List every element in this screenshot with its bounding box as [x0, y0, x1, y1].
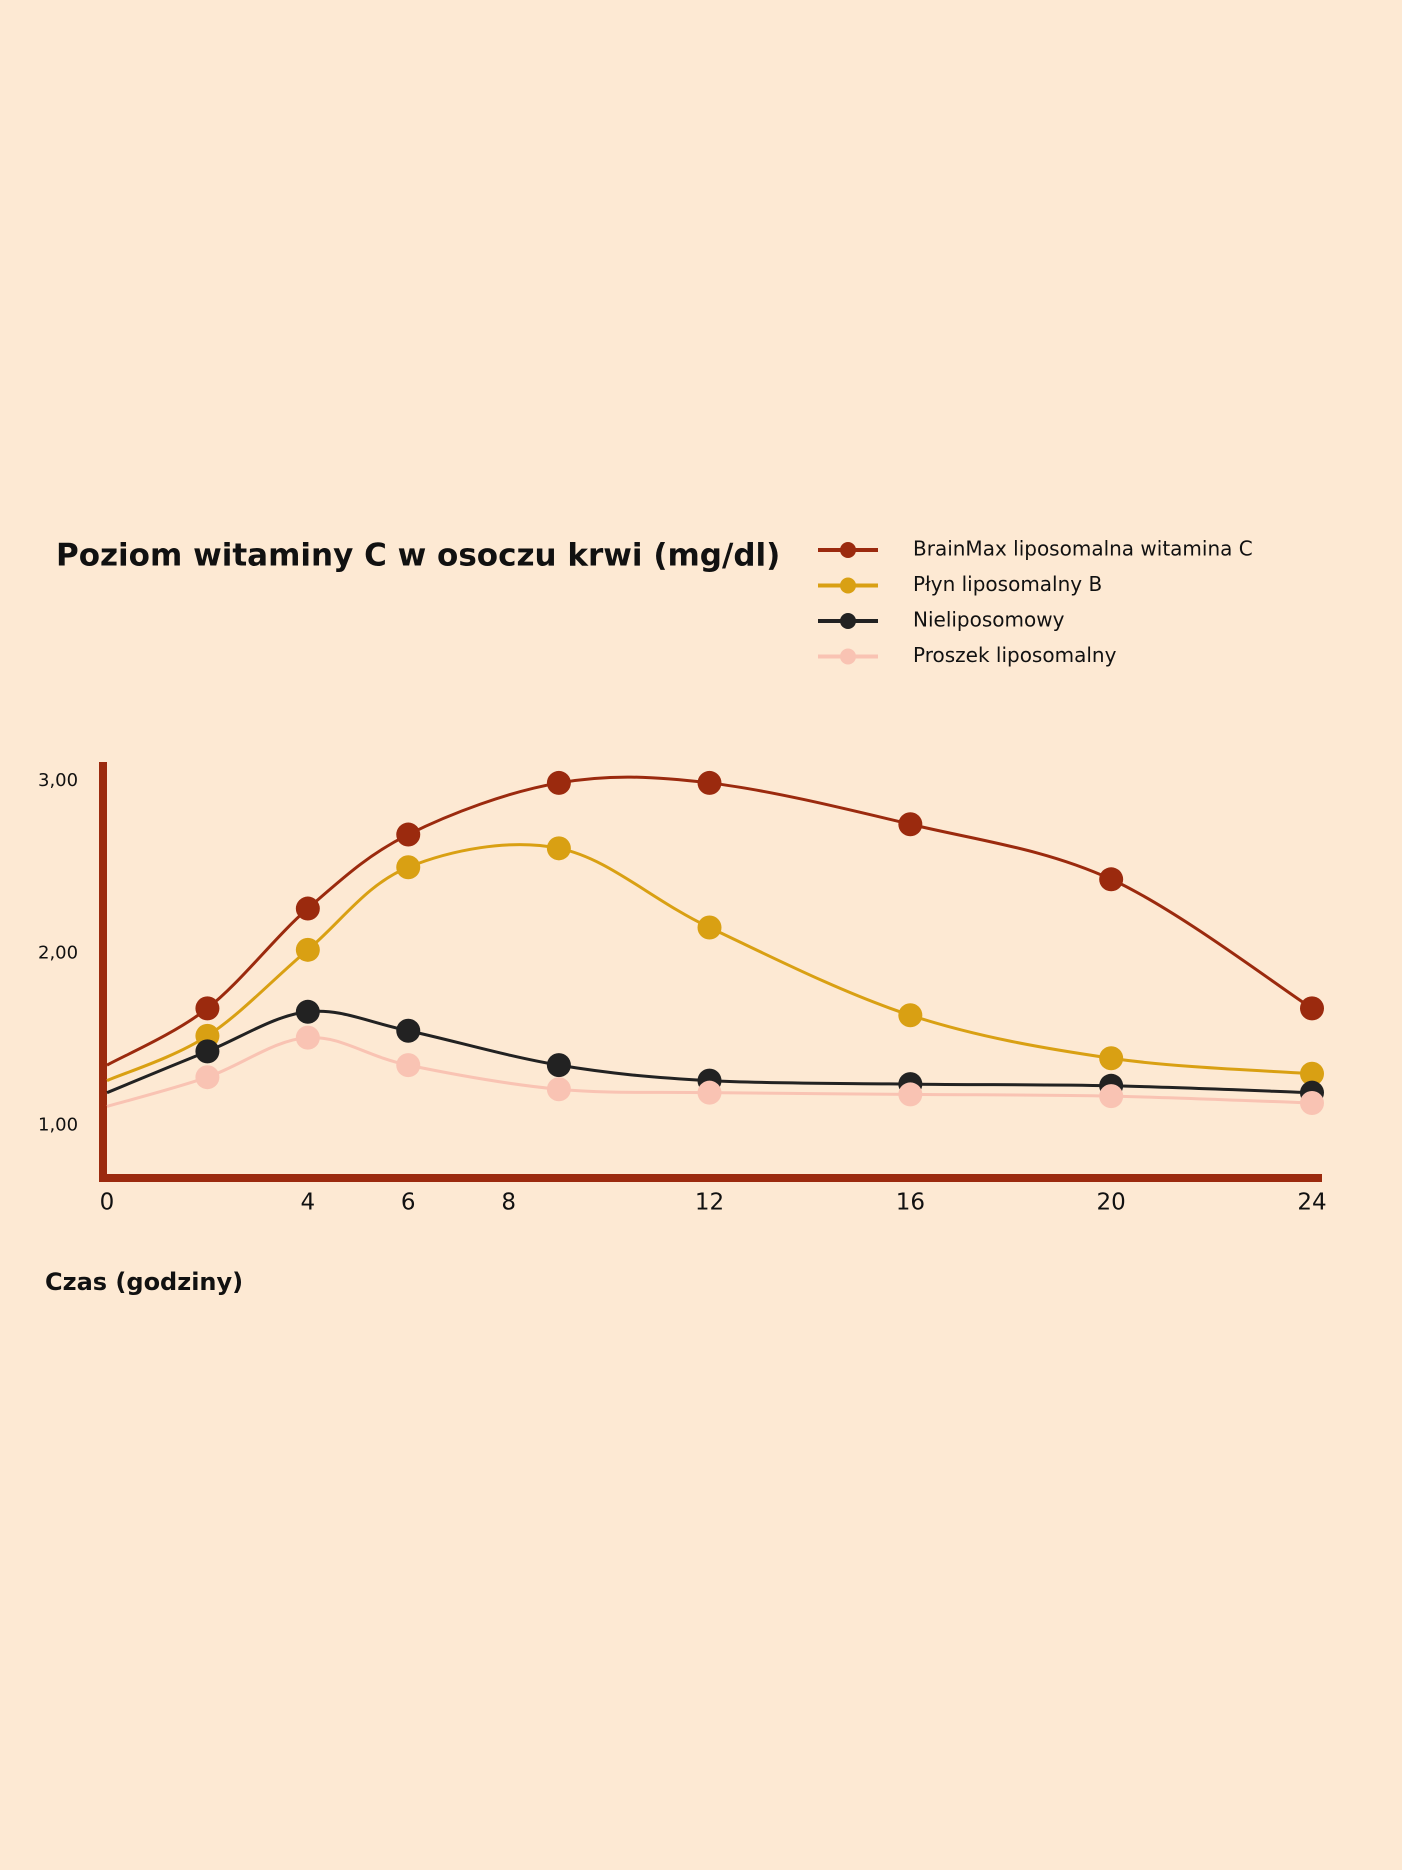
legend-label: Proszek liposomalny: [913, 643, 1117, 667]
data-point: [195, 996, 220, 1021]
data-point: [295, 1025, 320, 1050]
data-point: [898, 812, 923, 837]
data-point: [1300, 996, 1324, 1021]
x-tick-label: 8: [501, 1190, 516, 1216]
x-axis-label: Czas (godziny): [45, 1268, 243, 1296]
legend-marker: [840, 648, 856, 665]
series-line: [106, 1009, 1313, 1095]
data-point: [396, 855, 421, 880]
data-point: [546, 836, 571, 861]
data-point: [546, 1053, 571, 1078]
data-point: [195, 1039, 220, 1064]
legend-marker: [840, 577, 856, 594]
data-point: [697, 915, 722, 940]
data-point: [1300, 1061, 1324, 1086]
data-point: [396, 1018, 421, 1043]
legend-label: BrainMax liposomalna witamina C: [913, 537, 1253, 561]
series-line: [106, 1036, 1313, 1108]
data-point: [898, 1082, 923, 1107]
legend-marker: [840, 542, 856, 558]
y-tick-label: 2,00: [38, 942, 78, 963]
y-tick-label: 3,00: [38, 770, 78, 791]
legend-label: Nieliposomowy: [913, 608, 1065, 632]
data-point: [1099, 867, 1124, 892]
data-point: [195, 1065, 220, 1090]
series-line: [106, 775, 1313, 1067]
data-point: [697, 1080, 722, 1105]
legend-marker: [840, 613, 856, 629]
data-point: [1099, 1046, 1124, 1071]
data-point: [396, 822, 421, 847]
data-point: [546, 1077, 571, 1102]
data-point: [898, 1003, 923, 1028]
x-tick-label: 4: [301, 1190, 316, 1216]
data-point: [295, 937, 320, 962]
data-point: [295, 896, 320, 921]
data-point: [546, 770, 571, 795]
x-tick-label: 12: [695, 1190, 724, 1216]
x-tick-label: 24: [1297, 1190, 1326, 1216]
data-point: [697, 770, 722, 795]
data-point: [295, 999, 320, 1024]
data-point: [1300, 1091, 1324, 1116]
series-line: [106, 843, 1313, 1083]
chart-title: Poziom witaminy C w osoczu krwi (mg/dl): [56, 538, 780, 574]
y-tick-label: 1,00: [38, 1114, 78, 1135]
x-tick-label: 6: [401, 1190, 416, 1216]
x-tick-label: 16: [896, 1190, 925, 1216]
data-point: [396, 1053, 421, 1078]
x-tick-label: 20: [1097, 1190, 1126, 1216]
legend-label: Płyn liposomalny B: [913, 572, 1102, 596]
data-point: [1099, 1084, 1124, 1109]
x-tick-label: 0: [100, 1190, 115, 1216]
